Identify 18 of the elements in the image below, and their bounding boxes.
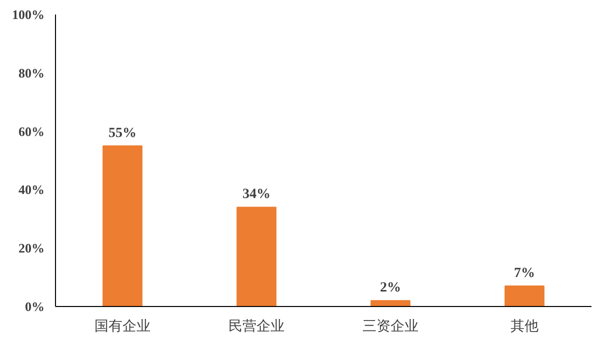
y-tick-label: 40% (18, 182, 44, 198)
bar (370, 300, 410, 306)
y-tick-label: 80% (18, 65, 44, 80)
bar (102, 145, 142, 306)
data-label: 7% (514, 266, 535, 282)
data-label: 34% (242, 187, 270, 202)
bar (236, 206, 276, 306)
y-tick-label: 60% (18, 124, 44, 139)
data-label: 55% (108, 126, 136, 141)
x-tick-label: 三资企业 (362, 318, 418, 334)
data-label: 2% (380, 280, 401, 296)
bar (504, 286, 544, 306)
x-tick-label: 民营企业 (228, 318, 284, 334)
x-tick-label: 国有企业 (94, 318, 150, 334)
y-tick-label: 20% (18, 240, 44, 256)
y-tick-label: 0% (25, 299, 44, 314)
y-tick-label: 100% (12, 7, 44, 22)
x-tick-label: 其他 (510, 318, 538, 334)
